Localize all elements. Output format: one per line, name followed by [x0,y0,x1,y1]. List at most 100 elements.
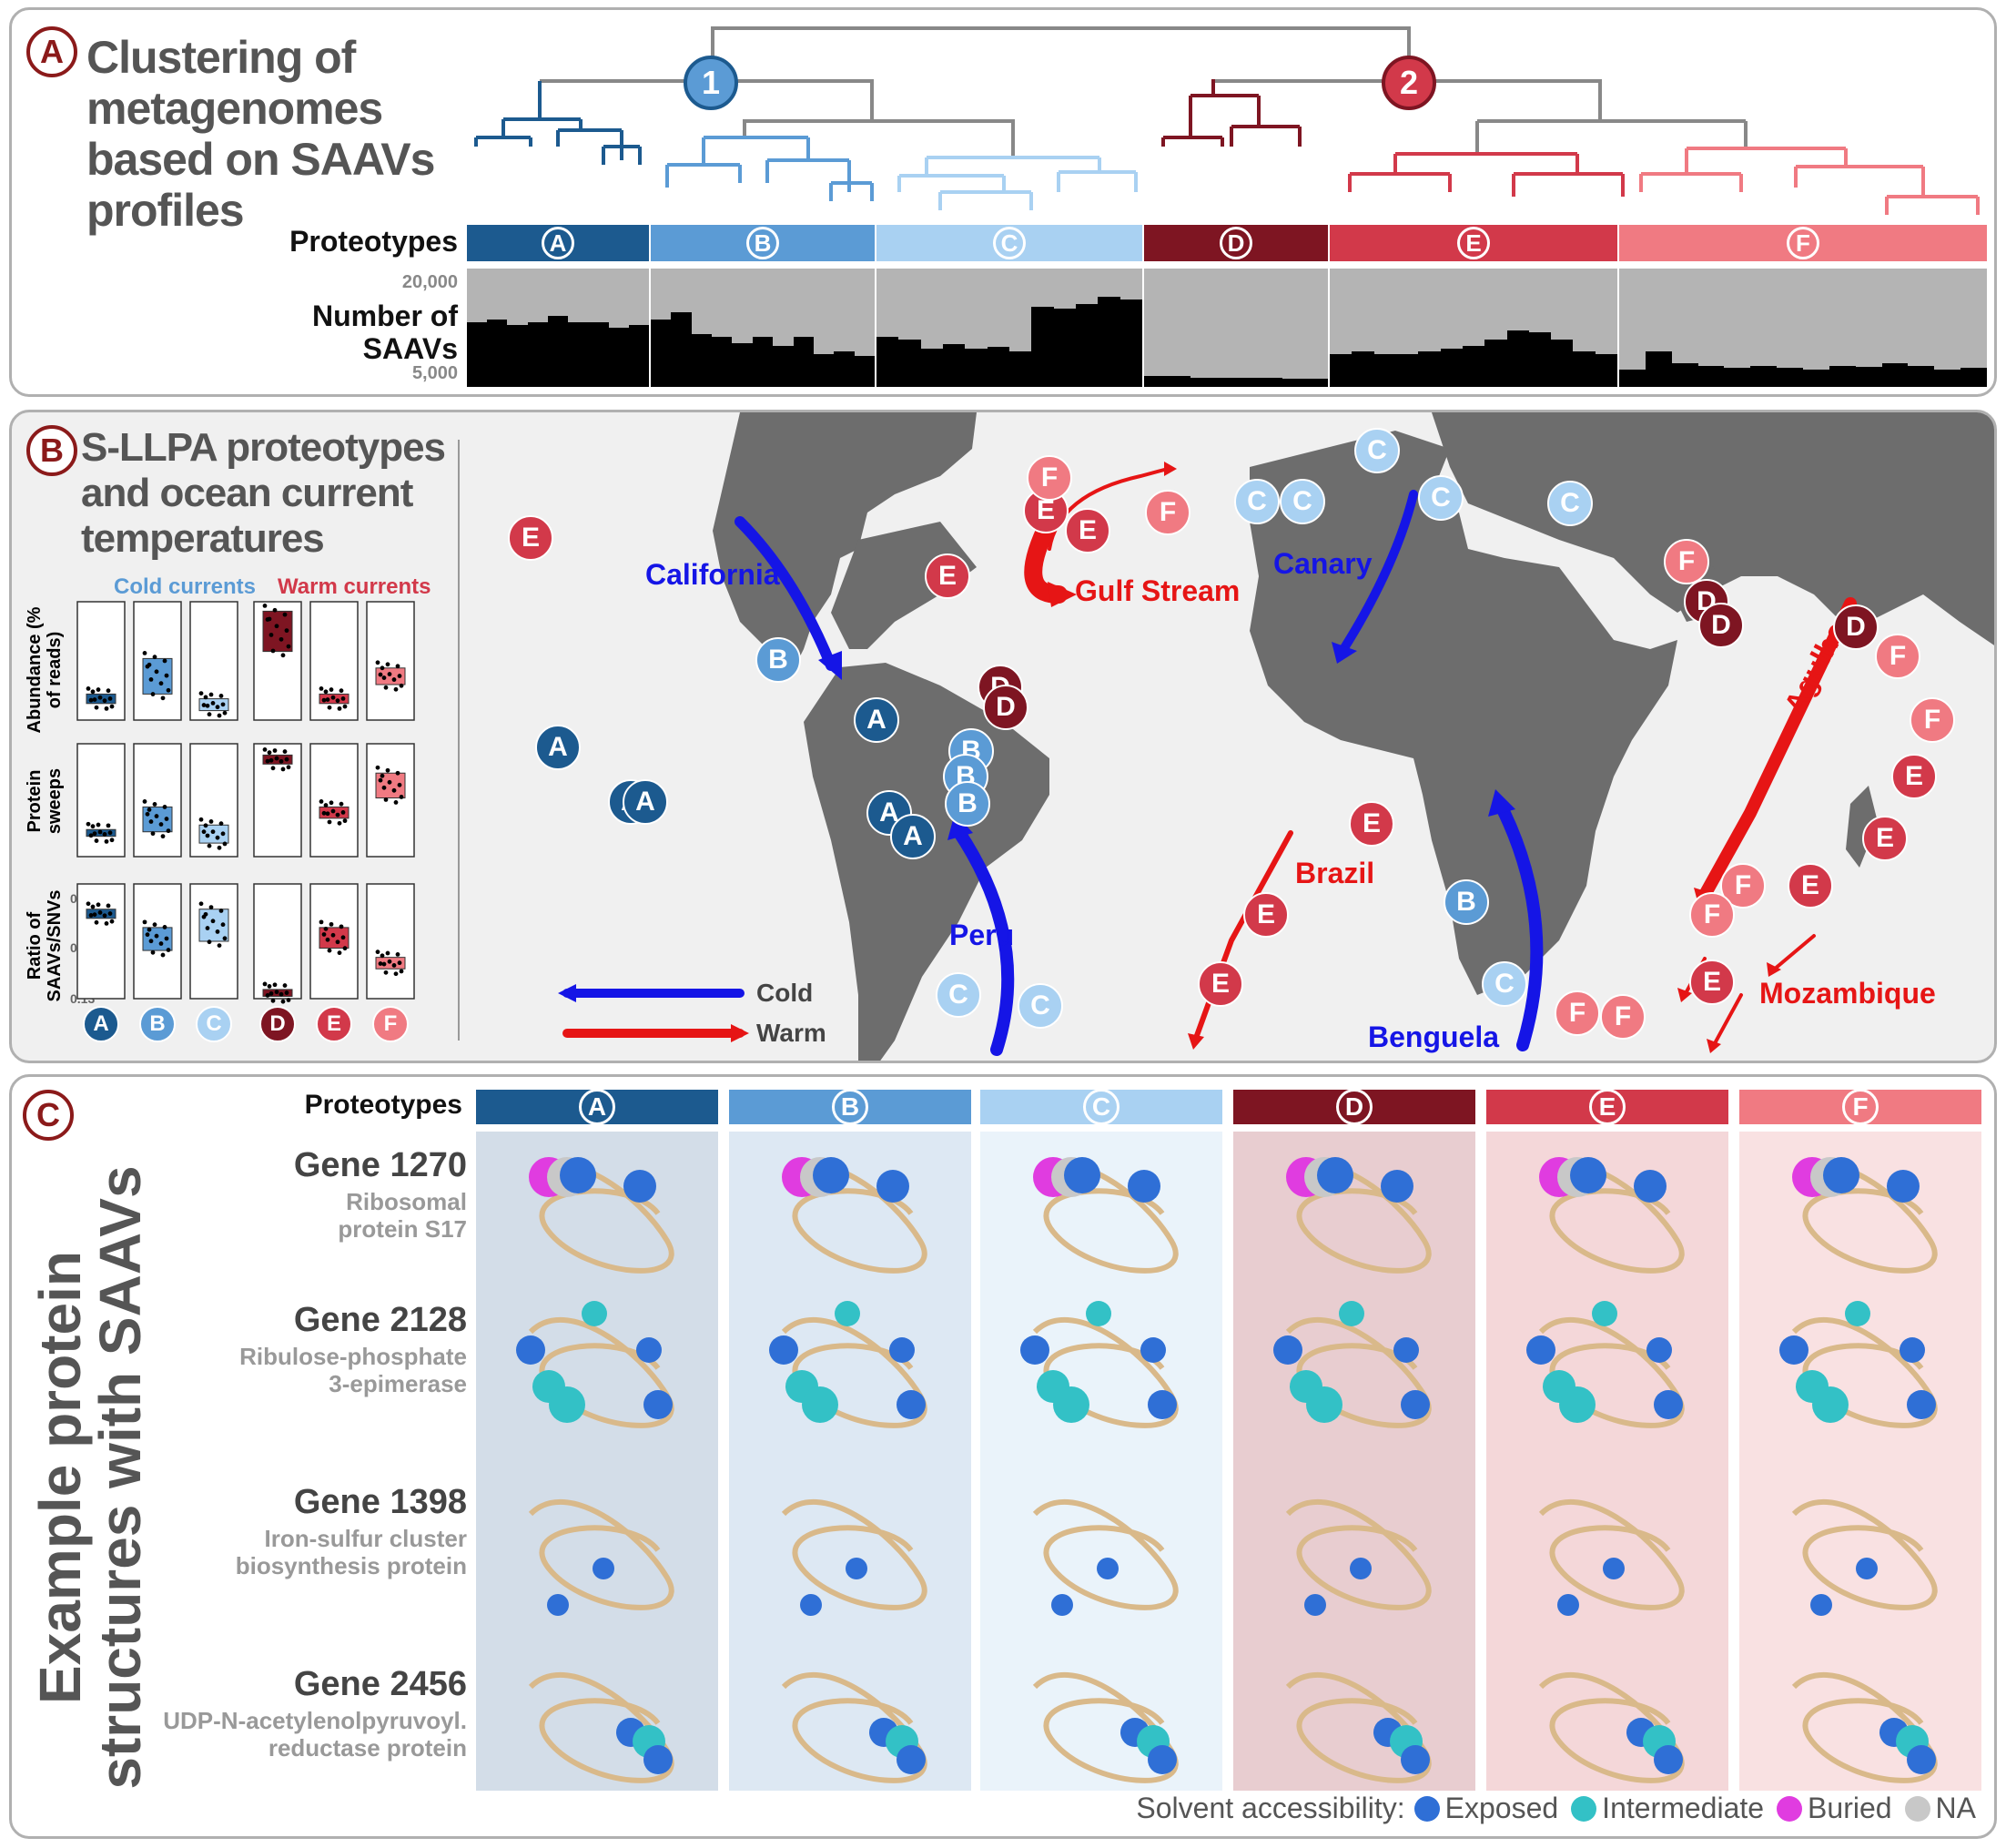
saav-bar [813,353,835,387]
saav-bar [1803,369,1829,387]
saav-bar [1462,345,1485,387]
boxplot-point [217,713,222,718]
saav-bar [671,312,692,387]
boxplot-point [166,948,171,952]
boxplot-point [145,664,150,669]
boxplot-point [339,801,344,807]
boxplot-point [109,919,115,924]
saav-label: Number of SAAVs [267,300,458,365]
boxplot-point [387,672,392,676]
panel-c-side-title: Example protein structures with SAAVs [27,1150,153,1805]
protein-ribbon [781,1317,927,1428]
boxplot-point [220,702,226,707]
protein-ribbon [781,1499,927,1610]
saav-bar [1960,368,1988,387]
boxplot-point [102,832,107,837]
proteotype-letter: D [1220,227,1252,259]
map-marker-f: F [1720,863,1766,909]
map-marker-c: C [1482,961,1527,1007]
gene-desc: Iron-sulfur cluster biosynthesis protein [236,1525,467,1579]
saav-bar [1777,368,1804,387]
saav-bar [1697,365,1725,387]
saav-bar [1750,365,1778,387]
boxplot-point [268,990,274,996]
boxplot-point [217,943,222,948]
boxplot-point [265,617,270,622]
structure-column-d [1233,1132,1475,1791]
boxplot-point [335,698,340,704]
cluster-1-badge: 1 [684,56,738,110]
saav-sphere [889,1337,915,1363]
boxplot-point [148,819,154,824]
legend-label: Intermediate [1602,1792,1765,1824]
saav-bar [854,356,875,387]
boxplot-point [96,687,101,692]
map-marker-e: E [1349,801,1394,847]
boxplot-box-e [319,927,350,949]
gene-desc: Ribosomal protein S17 [338,1188,467,1243]
boxplot-point [201,914,207,919]
saav-sphere [1845,1301,1870,1326]
boxplot-point [166,828,171,834]
gene-desc-line: Ribulose-phosphate [239,1343,467,1370]
protein-structures [1020,1157,1179,1783]
boxplot-point [327,705,332,710]
boxplot-point [166,687,171,693]
saav-bar [507,325,528,387]
boxplot-point [267,984,272,989]
boxplot-point [94,838,99,843]
saav-bar [1881,363,1909,387]
saav-sphere [1148,1745,1177,1774]
legend-item: NA [1904,1792,1976,1825]
map-marker-c: C [1354,428,1400,473]
boxplot-point [385,950,390,956]
boxplot-frame [253,883,302,1000]
saav-bar [1120,299,1142,387]
gene-name: Gene 1398 [293,1483,467,1521]
boxplot-point [340,696,346,701]
boxplot-point [279,758,284,764]
boxplot-point [321,932,327,937]
title-line: temperatures [81,516,325,561]
boxplot-point [339,924,344,929]
boxplot-point [327,819,332,825]
saav-bar [1724,368,1751,387]
saav-sphere [1401,1745,1430,1774]
protein-ribbon [1285,1317,1432,1428]
boxplot-point [94,705,99,710]
boxplot-point [148,939,154,944]
boxplot-letter-a: A [83,1006,119,1042]
gene-name: Gene 2128 [293,1301,467,1339]
saav-bar [588,321,609,387]
saav-sphere [1557,1594,1579,1616]
proteotype-letter: C [1083,1089,1120,1125]
dendrogram [474,26,1980,215]
map-marker-a: A [623,779,668,825]
saav-bar [793,337,814,387]
boxplot-frame [366,601,415,721]
saav-bar [1098,297,1120,387]
boxplot-point [88,697,94,703]
saav-bar [628,325,649,387]
boxplot-point [152,802,157,807]
map-marker-f: F [1910,697,1955,743]
saav-sphere [769,1335,798,1365]
saav-sphere [876,1170,909,1203]
proteotype-letter: A [542,227,574,259]
map-marker-d: D [983,685,1028,730]
proteotype-segment-e: E [1330,225,1617,261]
saav-sphere [1317,1157,1353,1193]
map-marker-a: A [535,725,581,770]
boxplot-point [330,808,336,814]
saav-bar [1236,377,1260,387]
boxplot-letter-d: D [259,1006,296,1042]
boxplot-point [265,758,270,764]
map-marker-d: D [1833,604,1879,650]
map-marker-e: E [1891,754,1937,799]
saav-group-e [1330,269,1618,387]
map-marker-c: C [1280,479,1325,524]
boxplot-point [162,925,167,929]
proteotype-letter: B [832,1089,868,1125]
boxplot-point [282,983,288,988]
boxplot-point [92,831,97,837]
